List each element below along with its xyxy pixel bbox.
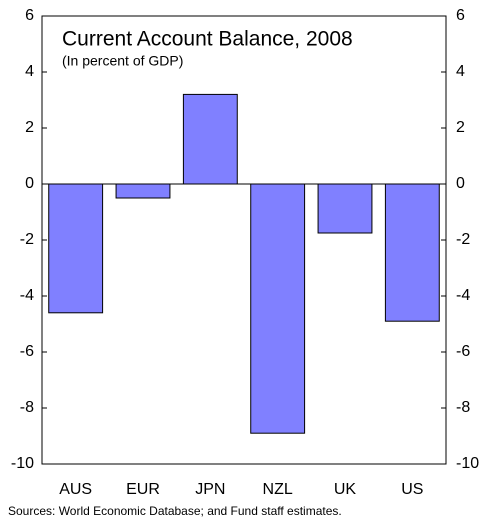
y-tick-label-right: -2 — [456, 231, 470, 248]
y-tick-label-right: -4 — [456, 287, 470, 304]
y-tick-label: -4 — [20, 287, 34, 304]
bar — [115, 183, 171, 199]
y-tick-label-right: 6 — [456, 7, 465, 24]
y-tick-label: 6 — [25, 7, 34, 24]
chart-subtitle: (In percent of GDP) — [62, 53, 183, 69]
y-tick-label: -6 — [20, 343, 34, 360]
y-tick-label-right: -10 — [456, 455, 479, 472]
source-note: Sources: World Economic Database; and Fu… — [8, 504, 342, 518]
bar — [317, 183, 373, 234]
bar — [250, 183, 306, 434]
y-tick-label-right: 2 — [456, 119, 465, 136]
y-tick-label: 4 — [25, 63, 34, 80]
bar — [182, 93, 238, 185]
chart-title: Current Account Balance, 2008 — [62, 28, 353, 51]
x-tick-label: EUR — [126, 481, 160, 498]
bar — [48, 183, 104, 314]
y-tick-label: 2 — [25, 119, 34, 136]
bar — [384, 183, 440, 322]
x-tick-label: UK — [334, 481, 357, 498]
x-tick-label: JPN — [195, 481, 225, 498]
y-tick-label-right: 4 — [456, 63, 465, 80]
x-tick-label: AUS — [59, 481, 92, 498]
y-tick-label-right: -8 — [456, 399, 470, 416]
y-tick-label: -2 — [20, 231, 34, 248]
y-tick-label-right: 0 — [456, 175, 465, 192]
y-tick-label: 0 — [25, 175, 34, 192]
y-tick-label-right: -6 — [456, 343, 470, 360]
y-tick-label: -10 — [11, 455, 34, 472]
x-tick-label: US — [401, 481, 423, 498]
x-tick-label: NZL — [263, 481, 293, 498]
y-tick-label: -8 — [20, 399, 34, 416]
